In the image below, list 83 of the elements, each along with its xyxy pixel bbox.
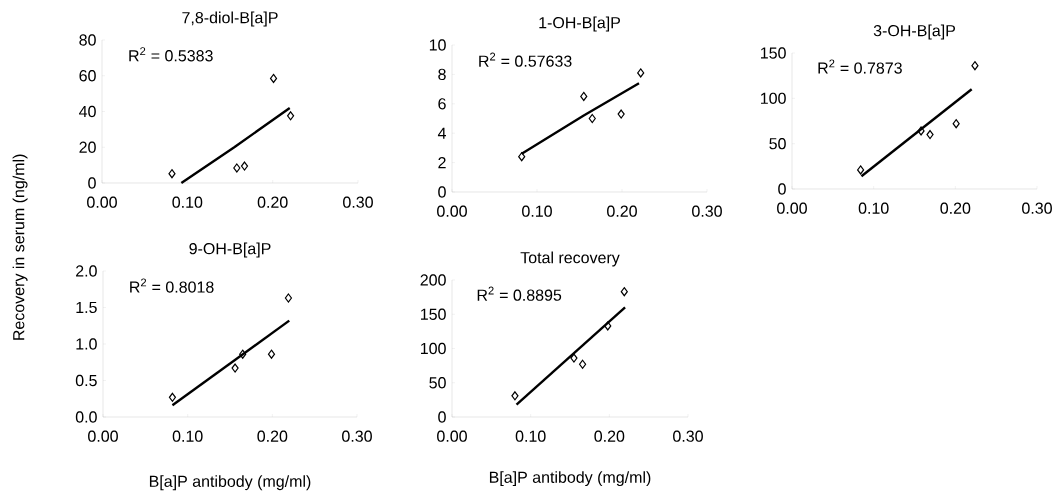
x-tick-label: 0.30	[692, 205, 722, 217]
x-tick-label: 0.00	[437, 430, 467, 442]
point	[240, 161, 249, 171]
x-tick-label: 0.30	[1022, 202, 1052, 214]
annotation: R$^{2}$ = 0.8895	[477, 286, 562, 301]
point	[168, 169, 176, 179]
x-tick-label: 0.00	[437, 205, 467, 217]
y-tick-label: 6	[438, 98, 446, 110]
point	[620, 287, 628, 297]
y-tick-label: 150	[761, 47, 786, 59]
x-tick-label: 0.20	[607, 205, 637, 217]
y-tick-label: 0.0	[75, 411, 97, 423]
y-tick-label: 1.5	[76, 301, 97, 314]
chart-title: Total recovery	[520, 251, 620, 267]
y-tick-label: 0	[778, 183, 786, 195]
point	[617, 109, 625, 119]
point	[284, 293, 293, 303]
y-tick-label: 40	[79, 105, 96, 118]
point	[570, 353, 578, 363]
x-tick-label: 0.30	[342, 430, 372, 442]
point	[511, 391, 519, 401]
chart-title: 3-OH-B[a]P	[873, 24, 956, 40]
x-tick-label: 0.00	[777, 202, 807, 214]
x-tick-label: 0.30	[343, 196, 373, 208]
x-tick-label: 0.20	[594, 430, 625, 442]
point	[286, 111, 295, 121]
point	[857, 165, 865, 175]
y-tick-label: 200	[420, 274, 446, 286]
y-tick-label: 0	[438, 186, 446, 198]
x-axis-title: B[a]P antibody (mg/ml)	[489, 471, 651, 487]
point	[917, 126, 925, 136]
point	[588, 113, 596, 124]
annotation: R$^{2}$ = 0.5383	[129, 47, 213, 62]
x-tick-label: 0.10	[172, 430, 203, 442]
y-tick-label: 0.5	[75, 374, 97, 387]
point	[952, 119, 960, 129]
annotation: R$^{2}$ = 0.8018	[130, 278, 214, 293]
point	[926, 130, 934, 140]
annotation: R$^{2}$ = 0.57633	[479, 52, 572, 67]
point	[168, 392, 177, 402]
point	[233, 163, 241, 173]
x-tick-label: 0.10	[515, 430, 546, 442]
y-tick-label: 2.0	[76, 265, 97, 277]
point	[580, 91, 588, 102]
point	[518, 152, 526, 162]
y-tick-label: 4	[437, 127, 446, 139]
x-tick-label: 0.00	[88, 430, 118, 442]
y-tick-label: 0	[88, 177, 96, 189]
point	[269, 73, 278, 84]
x-tick-label: 0.30	[673, 430, 703, 442]
x-tick-label: 0.10	[522, 205, 552, 217]
y-tick-label: 100	[761, 92, 786, 104]
x-tick-label: 0.20	[940, 202, 971, 214]
chart-title: 9-OH-B[a]P	[189, 242, 271, 258]
y-tick-label: 1.0	[76, 338, 97, 350]
y-tick-label: 0	[438, 411, 446, 423]
y-tick-label: 8	[438, 68, 446, 81]
point	[637, 68, 645, 78]
y-tick-label: 60	[79, 70, 96, 82]
y-tick-label: 2	[438, 157, 446, 169]
point	[578, 359, 587, 369]
y-tick-label: 50	[769, 138, 786, 150]
chart-title: 7,8-diol-B[a]P	[182, 11, 278, 27]
x-tick-label: 0.10	[172, 196, 203, 208]
y-tick-label: 50	[429, 377, 446, 389]
y-tick-label: 80	[79, 34, 96, 46]
y-tick-label: 100	[421, 342, 446, 355]
point	[971, 61, 979, 71]
chart-title: 1-OH-B[a]P	[539, 16, 621, 32]
y-tick-label: 10	[429, 39, 446, 51]
y-tick-label: 150	[421, 308, 446, 320]
point	[239, 349, 247, 359]
point	[267, 349, 276, 359]
point	[231, 363, 239, 373]
x-axis-title: B[a]P antibody (mg/ml)	[149, 475, 311, 491]
x-tick-label: 0.20	[257, 196, 288, 208]
x-tick-label: 0.10	[858, 202, 889, 214]
x-tick-label: 0.20	[257, 430, 288, 442]
x-tick-label: 0.00	[87, 196, 117, 208]
point	[604, 321, 612, 331]
annotation: R$^{2}$ = 0.7873	[818, 59, 902, 74]
y-axis-title: Recovery in serum (ng/ml)	[12, 154, 28, 340]
y-tick-label: 20	[79, 141, 96, 153]
